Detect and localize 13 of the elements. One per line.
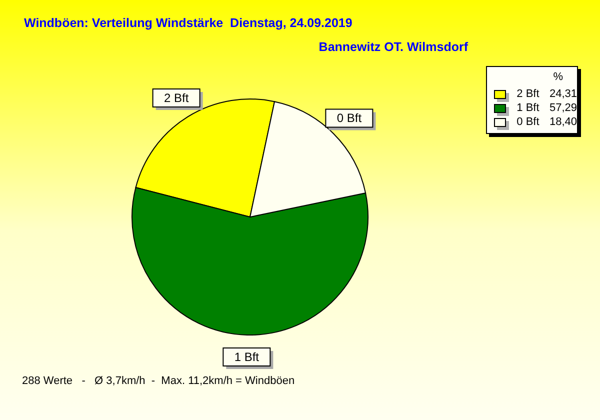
data-label: 24,31 <box>549 88 577 100</box>
slice-label: 1 Bft <box>234 350 260 364</box>
data-label: 18,40 <box>549 116 577 128</box>
text: 288 Werte - Ø 3,7km/h - Max. 11,2km/h = Windböen <box>22 375 295 387</box>
legend-title: % <box>552 71 564 85</box>
legend-label: 1 Bft <box>516 102 540 114</box>
slice-label: 2 Bft <box>164 90 190 105</box>
data-label: 57,29 <box>549 102 577 114</box>
legend-label: 0 Bft <box>516 116 540 128</box>
chart-subtitle: Bannewitz OT. Wilmsdorf <box>318 40 468 54</box>
chart-title: Windböen: Verteilung Windstärke Dienstag, 24.09.2019 <box>24 16 352 30</box>
slice-label: 0 Bft <box>336 111 362 126</box>
legend-label: 2 Bft <box>516 88 540 100</box>
